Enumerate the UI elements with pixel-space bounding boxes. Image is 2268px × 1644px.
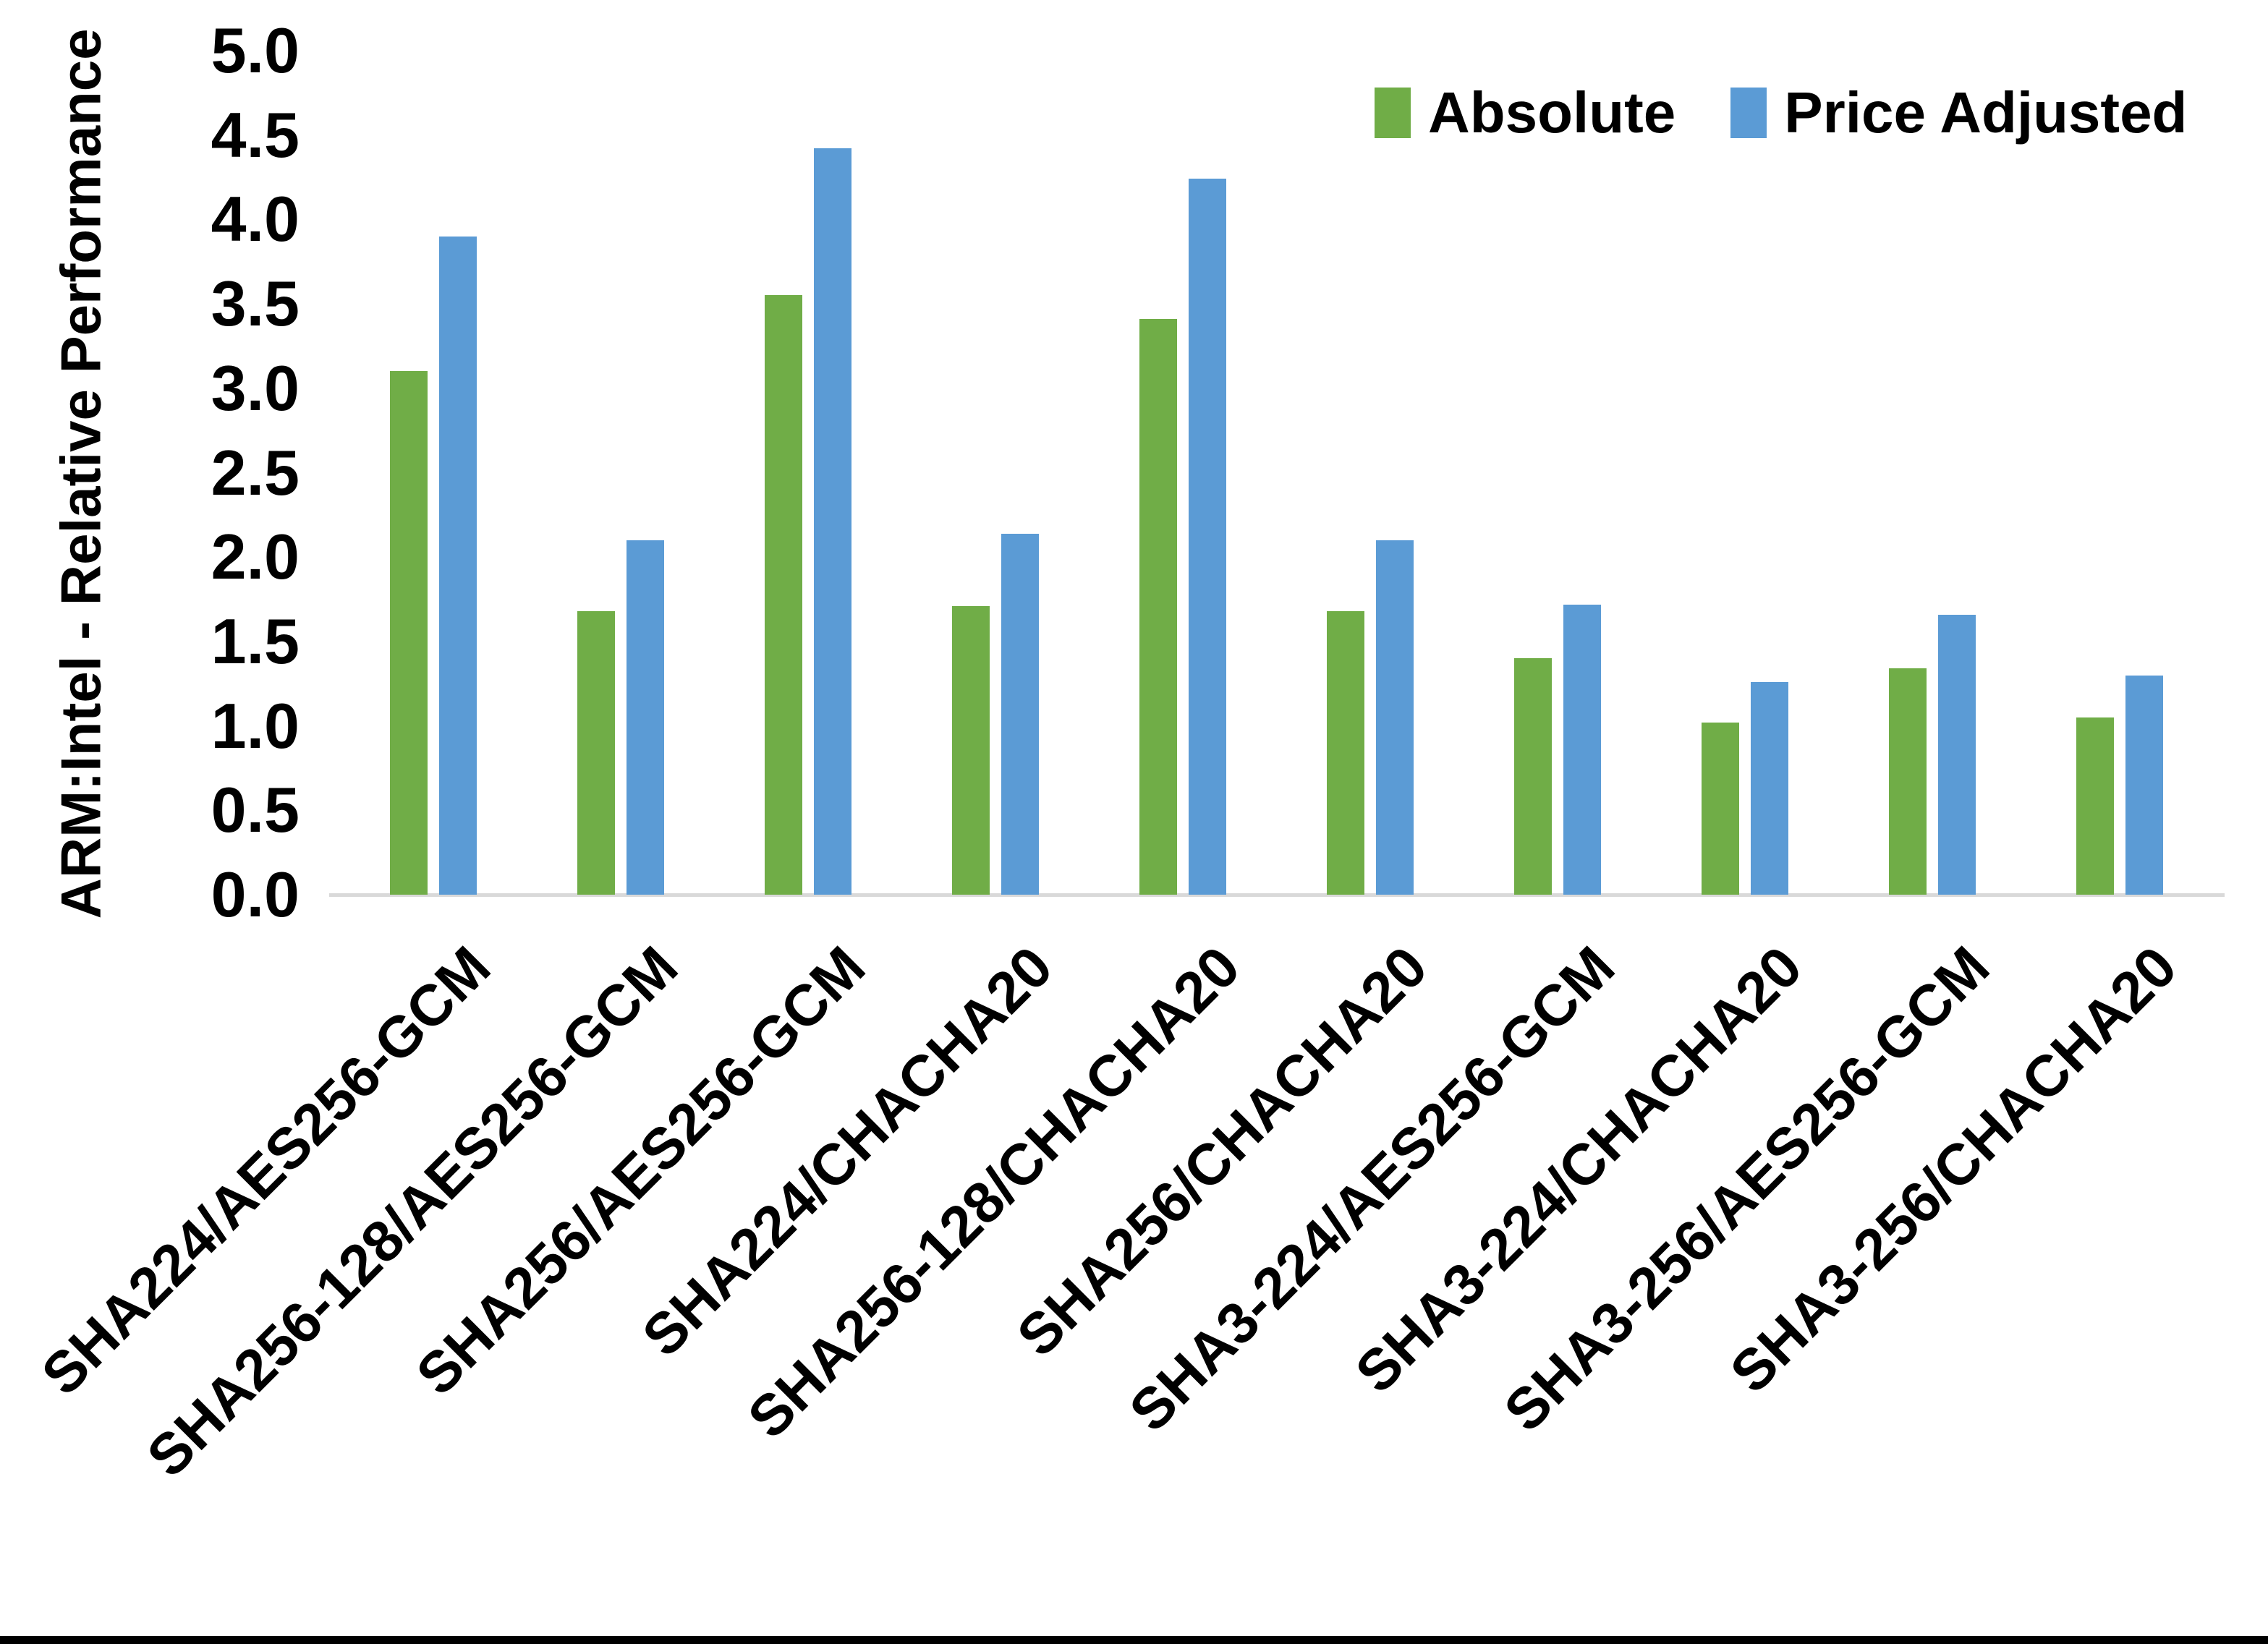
plot-area [329,51,2225,897]
bar-group-6 [1277,51,1464,895]
y-tick-label-0.5: 0.5 [211,774,300,846]
bar-absolute-10 [2076,717,2114,895]
bar-group-8 [1652,51,1839,895]
bar-price-adjusted-9 [1938,614,1976,895]
legend-item-absolute: Absolute [1375,84,1675,142]
x-axis-category-labels: SHA224/AES256-GCM SHA256-128/AES256-GCM SH… [29,895,2214,1546]
bar-price-adjusted-8 [1751,681,1788,895]
y-tick-label-4.0: 4.0 [211,183,300,255]
legend-label-price-adjusted: Price Adjusted [1784,80,2188,145]
y-tick-label-4.5: 4.5 [211,98,300,171]
bar-group-2 [527,51,715,895]
bar-price-adjusted-10 [2125,675,2163,895]
bar-price-adjusted-2 [627,540,664,895]
bar-price-adjusted-1 [439,236,477,895]
bar-absolute-9 [1889,668,1927,895]
bar-absolute-3 [765,295,802,895]
bar-group-1 [340,51,527,895]
bar-group-7 [1464,51,1652,895]
legend-swatch-absolute-icon [1375,88,1411,138]
bar-price-adjusted-3 [814,148,851,895]
bar-price-adjusted-6 [1376,540,1414,895]
bar-price-adjusted-4 [1001,533,1039,895]
bar-price-adjusted-5 [1189,179,1226,895]
bottom-border-line [0,1636,2268,1644]
y-tick-label-1.0: 1.0 [211,689,300,762]
bar-group-3 [715,51,902,895]
bar-group-4 [902,51,1090,895]
legend-item-price-adjusted: Price Adjusted [1730,84,2187,142]
bar-group-10 [2026,51,2214,895]
bar-price-adjusted-7 [1563,604,1601,895]
bar-absolute-7 [1514,658,1552,895]
y-tick-label-3.0: 3.0 [211,352,300,424]
bar-group-5 [1090,51,1277,895]
y-tick-label-2.5: 2.5 [211,436,300,508]
bar-absolute-1 [390,371,428,895]
legend-swatch-price-adjusted-icon [1730,88,1767,138]
bar-group-9 [1839,51,2026,895]
y-tick-label-2.0: 2.0 [211,521,300,593]
y-tick-label-3.5: 3.5 [211,268,300,340]
y-axis-tick-labels: 5.0 4.5 4.0 3.5 3.0 2.5 2.0 1.5 1.0 0.5 0.0 [0,0,304,1013]
legend-label-absolute: Absolute [1428,80,1676,145]
y-tick-label-5.0: 5.0 [211,14,300,86]
y-tick-label-1.5: 1.5 [211,605,300,677]
bar-absolute-8 [1702,722,1739,895]
bar-absolute-5 [1139,319,1177,895]
bar-absolute-6 [1327,610,1364,895]
bar-absolute-4 [952,605,990,895]
bar-absolute-2 [577,610,615,895]
x-axis-line [329,893,2225,897]
legend: Absolute Price Adjusted [1375,84,2187,142]
y-tick-label-0.0: 0.0 [211,859,300,930]
